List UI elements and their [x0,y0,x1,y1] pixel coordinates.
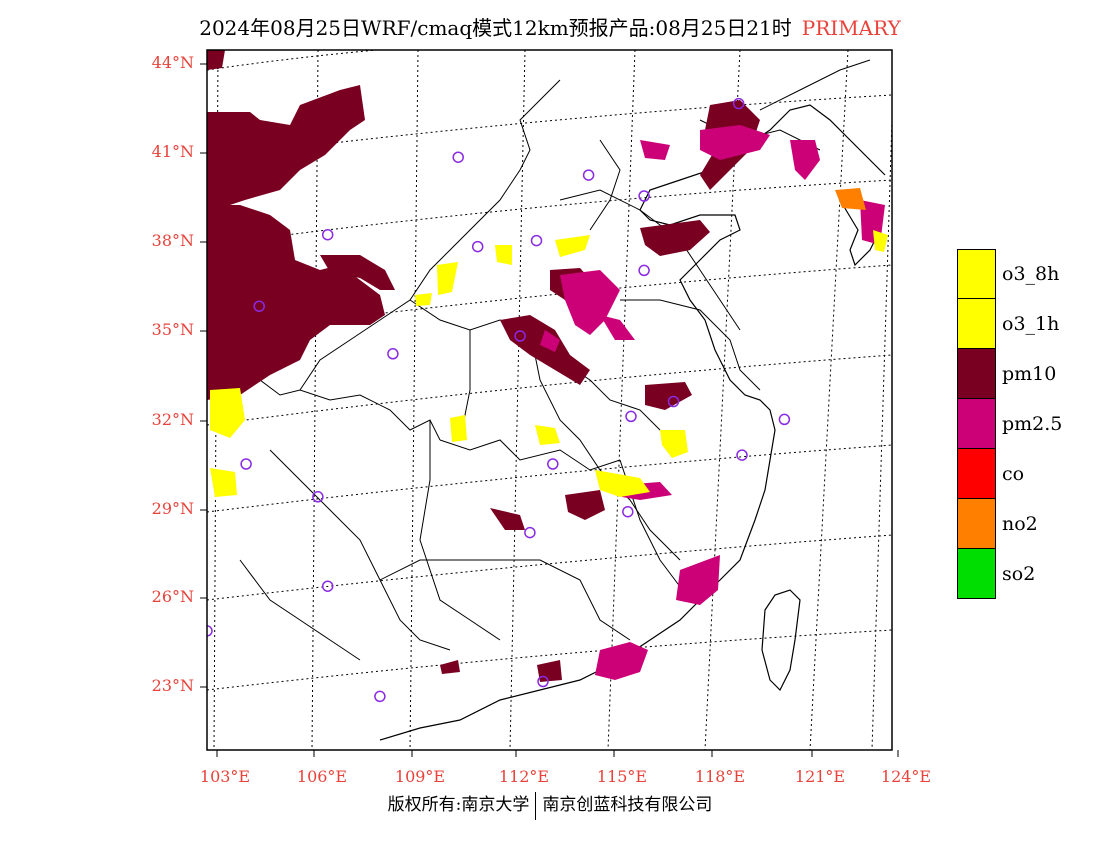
station-marker [638,264,650,277]
station-marker [537,675,549,688]
lon-tick-label: 124°E [880,767,932,786]
station-marker [471,240,484,253]
lat-tick-label: 23°N [151,676,194,695]
lon-tick-label: 112°E [498,767,550,786]
map-border [206,49,893,751]
pollution-cells [207,50,888,682]
copyright-company: 南京创蓝科技有限公司 [542,795,713,815]
legend-label: co [1002,463,1025,485]
legend-swatch [957,249,996,299]
legend-label: o3_8h [1002,263,1060,285]
station-marker [530,234,543,247]
legend-swatch [957,399,996,449]
map-title: 2024年08月25日WRF/cmaq模式12km预报产品:08月25日21时 P… [0,12,1100,41]
station-marker [321,228,334,241]
station-marker [622,505,634,518]
lat-tick-label: 44°N [151,53,194,72]
lon-tick-label: 106°E [296,767,348,786]
legend-label: no2 [1002,513,1038,535]
station-marker [452,151,464,163]
station-marker [207,625,213,637]
legend-swatch [957,549,996,599]
axis-ticks [200,63,899,757]
legend-swatch [957,499,996,549]
station-marker [387,348,399,360]
legend-label: pm2.5 [1002,413,1063,435]
graticule [207,50,892,750]
station-marker [312,491,324,503]
lat-tick-label: 29°N [151,499,194,518]
lat-tick-label: 35°N [151,320,194,339]
lat-tick-label: 38°N [151,231,194,250]
lon-tick-label: 115°E [596,767,648,786]
lat-tick-label: 26°N [151,587,194,606]
monitoring-stations [207,97,791,703]
station-marker [240,458,252,470]
station-marker [625,410,637,423]
title-tag: PRIMARY [801,16,901,40]
station-marker [253,300,265,312]
station-marker [667,395,680,408]
legend-swatch [957,449,996,499]
station-marker [736,449,748,461]
lon-tick-label: 121°E [794,767,846,786]
legend-label: pm10 [1002,363,1057,385]
station-marker [732,97,745,110]
lat-tick-label: 32°N [151,410,194,429]
legend-label: so2 [1002,563,1036,585]
lon-tick-label: 118°E [694,767,746,786]
lon-tick-label: 103°E [199,767,251,786]
legend-swatch [957,349,996,399]
station-marker [524,526,536,539]
station-marker [514,330,526,342]
copyright-footer: 版权所有:南京大学 南京创蓝科技有限公司 [0,790,1100,820]
lat-tick-label: 41°N [151,142,194,161]
legend-label: o3_1h [1002,313,1060,335]
legend-swatch [957,299,996,349]
station-marker [582,169,595,181]
station-marker [374,690,386,703]
station-marker [547,458,559,470]
footer-divider [535,791,537,820]
lon-tick-label: 109°E [394,767,446,786]
copyright-owner: 版权所有:南京大学 [387,795,530,815]
station-marker [638,190,650,202]
station-marker [321,580,334,592]
title-main: 2024年08月25日WRF/cmaq模式12km预报产品:08月25日21时 [199,16,792,40]
station-marker [778,413,791,426]
